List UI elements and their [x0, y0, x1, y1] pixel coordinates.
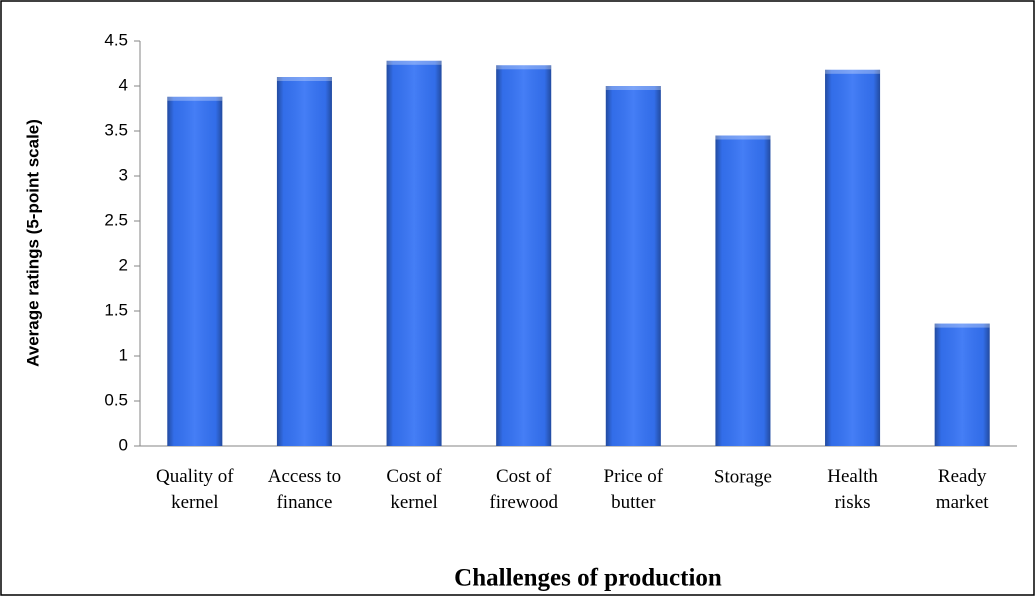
bar-group [167, 96, 223, 447]
x-tick-label-line: Cost of [386, 466, 442, 487]
bar-top [167, 96, 223, 101]
x-tick-label: Cost of firewood [489, 466, 558, 513]
bar-shade [496, 65, 552, 447]
x-tick-label: Storage [714, 466, 772, 487]
bar-group [715, 135, 771, 446]
x-tick-label-line: kernel [390, 492, 437, 513]
bar-top [715, 135, 771, 140]
bar-top [934, 323, 990, 328]
bar-shade [715, 135, 771, 446]
x-tick-label-line: market [936, 492, 989, 513]
x-tick-label: Access to finance [268, 466, 341, 513]
x-tick-label-line: Ready [938, 466, 987, 487]
y-tick-label: 1 [119, 345, 128, 364]
bar-shade [605, 86, 661, 446]
bar-shade [276, 77, 332, 446]
x-tick-label-line: risks [835, 492, 871, 513]
bar-shade [934, 323, 990, 446]
bar-shade [167, 96, 223, 447]
bar-top [605, 86, 661, 90]
x-tick-label: Health risks [827, 466, 878, 513]
bar-group [825, 69, 881, 447]
bar-top [496, 65, 552, 70]
bar-top [386, 60, 442, 65]
x-tick-label-line: butter [611, 492, 656, 513]
x-tick-label-line: Quality of [156, 466, 234, 487]
y-tick-label: 3.5 [104, 120, 128, 139]
x-tick-label-line: Access to [268, 466, 341, 487]
x-tick-label: Quality of kernel [156, 466, 234, 513]
y-tick-label: 0 [119, 435, 128, 454]
bar-group [496, 65, 552, 447]
x-tick-label-line: firewood [489, 492, 558, 513]
x-tick-label: Ready market [936, 466, 989, 513]
bar-shade [386, 60, 442, 447]
bar-top [825, 69, 881, 74]
x-tick-label: Cost of kernel [386, 466, 442, 513]
y-axis-title: Average ratings (5-point scale) [23, 119, 42, 367]
bar-group [276, 77, 332, 446]
x-tick-label-line: Health [827, 466, 878, 487]
x-tick-label: Price of butter [604, 466, 664, 513]
y-tick-label: 2 [119, 255, 128, 274]
bar-group [386, 60, 442, 447]
bar-top [276, 77, 332, 81]
bar-group [605, 86, 661, 446]
x-tick-label-line: finance [276, 492, 332, 513]
x-tick-label-line: Cost of [496, 466, 552, 487]
y-tick-label: 0.5 [104, 390, 128, 409]
y-tick-label: 4 [119, 75, 128, 94]
x-tick-label-line: kernel [171, 492, 218, 513]
y-tick-label: 2.5 [104, 210, 128, 229]
y-tick-label: 4.5 [104, 30, 128, 49]
x-axis-title: Challenges of production [454, 565, 722, 592]
y-tick-label: 3 [119, 165, 128, 184]
y-tick-label: 1.5 [104, 300, 128, 319]
x-tick-label-line: Price of [604, 466, 664, 487]
bar-group [934, 323, 990, 446]
bar-shade [825, 69, 881, 447]
